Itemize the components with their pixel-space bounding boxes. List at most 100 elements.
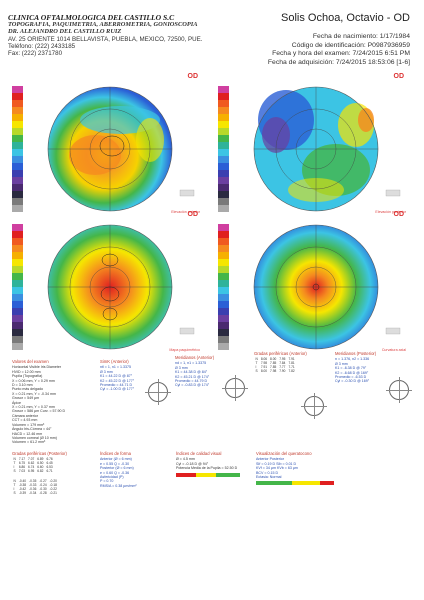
map-axial-curvature: OD Curvatura axial	[216, 211, 410, 356]
scale-segment	[12, 322, 23, 329]
panel-line: Anterior (Ø = 6 mm)	[100, 457, 132, 462]
topography-map	[253, 224, 401, 350]
panel-line: K2 = 45.21 D @ 174°	[175, 374, 210, 379]
bar-segment	[292, 481, 320, 486]
panel-line: X = 0.06 mm, Y = 0.29 mm	[12, 378, 55, 383]
scale-segment	[12, 294, 23, 301]
panel-line: Promedio = -6.53 D	[335, 375, 367, 380]
scale-segment	[218, 163, 229, 170]
panel-lines: n = 1.376, n2 = 1.336 Ø 3 mm K1 = -6.38 D …	[335, 357, 413, 383]
scale-segment	[12, 191, 23, 198]
panel-line: Cyl = -1.00 D @ 177°	[100, 387, 135, 392]
scale-segment	[218, 156, 229, 163]
scale-segment	[218, 142, 229, 149]
scale-segment	[12, 93, 23, 100]
scale-segment	[12, 308, 23, 315]
scale-segment	[12, 149, 23, 156]
color-scale	[12, 224, 23, 350]
scale-segment	[12, 205, 23, 212]
bar-segment	[216, 472, 240, 477]
panel-line: e = 0.60 Q = -0.36	[100, 470, 130, 475]
topography-map	[253, 86, 401, 212]
panel-line: nd = 1, n1 = 1.3375	[175, 361, 207, 366]
scale-segment	[12, 329, 23, 336]
scale-segment	[218, 184, 229, 191]
scale-segment	[12, 273, 23, 280]
panel-lines: Horizontal Visible Iris Diameter HVID = 1…	[12, 365, 94, 444]
panel-title: Valores del examen	[12, 359, 49, 364]
panel-line: Promedio = 44.79 D	[175, 379, 208, 384]
bar-segment	[320, 481, 334, 486]
panel-line: Ø = 4.5 mm	[176, 457, 195, 462]
map-eye-label: OD	[187, 73, 199, 80]
scale-segment	[218, 301, 229, 308]
keratoconus-bar	[256, 481, 376, 487]
asphericity-table: N -0.40 -0.35 -0.27 -0.20 T -0.38 -0.33 -0.24 -0…	[13, 479, 57, 496]
bar-segment	[256, 481, 292, 486]
scale-segment	[12, 121, 23, 128]
doctor-name: DR. ALEJANDRO DEL CASTILLO RUIZ	[8, 28, 122, 36]
scale-segment	[218, 191, 229, 198]
peripheral-table: N 8.06 8.00 7.95 7.91 T 7.98 7.85 7.84 7.81 I 7.9…	[255, 357, 295, 374]
scale-segment	[218, 114, 229, 121]
scale-segment	[12, 177, 23, 184]
scale-segment	[218, 343, 229, 350]
panel-line: X = 0.21 mm, Y = -0.34 mm	[12, 391, 57, 396]
visual-quality-panel: Índices de calidad visual Ø = 4.5 mm Cyl …	[176, 451, 252, 479]
panel-title: Índices de forma	[100, 451, 131, 456]
panel-line: K2 = 45.22 D @ 177°	[100, 378, 135, 383]
scale-segment	[12, 238, 23, 245]
panel-lines: Ø = 4.5 mm Cyl = -0.18 D @ 94° Potencia Me…	[176, 457, 252, 470]
clinic-fax: Fax: (222) 2371780	[8, 50, 63, 58]
scale-segment	[218, 170, 229, 177]
panel-line: Volumen = 179 mm³	[12, 422, 45, 427]
panel-line: Cyl = -0.18 D @ 94°	[176, 461, 209, 466]
panel-line: K1 = 44.22 D @ 87°	[100, 374, 133, 379]
scale-segment	[12, 107, 23, 114]
scale-segment	[218, 238, 229, 245]
scale-segment	[12, 252, 23, 259]
panel-line: HACD = 12.46 mm	[12, 431, 43, 436]
scale-segment	[12, 266, 23, 273]
panel-line: Ectasia: Normal	[256, 475, 282, 480]
quality-bar	[176, 472, 252, 479]
panel-line: K2 = -6.68 D @ 169°	[335, 370, 369, 375]
scale-segment	[218, 329, 229, 336]
scale-segment	[12, 156, 23, 163]
panel-line: Cyl = -0.30 D @ 169°	[335, 379, 370, 384]
scale-segment	[218, 224, 229, 231]
panel-line: ntl = 1, n1 = 1.3375	[100, 365, 131, 370]
scale-segment	[218, 86, 229, 93]
panel-line: Volumen corneal (Ø 10 mm)	[12, 435, 57, 440]
keratoconus-panel: Visualización del queratocono Anterior P…	[256, 451, 376, 487]
patient-header: Solis Ochoa, Octavio - OD Fecha de nacim…	[210, 12, 410, 67]
panel-line: Grosor = 549 µm	[12, 396, 40, 401]
acquisition-date: Fecha de adquisición: 7/24/2015 18:53:06…	[267, 58, 410, 66]
panel-line: Ø 3 mm	[335, 361, 348, 366]
panel-line: Cámara anterior	[12, 413, 38, 418]
scale-segment	[218, 280, 229, 287]
scale-segment	[12, 100, 23, 107]
scale-segment	[12, 343, 23, 350]
panel-lines: nd = 1, n1 = 1.3375 Ø 3 mm K1 = 44.38 D @ …	[175, 361, 247, 387]
scale-segment	[218, 198, 229, 205]
panel-line: Posterior (Ø = 6 mm)	[100, 466, 134, 471]
panel-line: Asfericidad (P)	[100, 475, 124, 480]
panel-lines: Anterior Posterior SIf = 0.19 D SIb = 0.0…	[256, 457, 376, 479]
patient-id: Código de identificación: P0987936959	[291, 41, 410, 49]
panel-line: Grosor = 586 µm Curv. = 57.90 D	[12, 409, 66, 414]
panel-lines: Anterior (Ø = 6 mm) e = 0.55 Q = -0.30 Pos…	[100, 457, 176, 488]
scale-segment	[218, 287, 229, 294]
scale-segment	[12, 280, 23, 287]
scale-segment	[218, 245, 229, 252]
scale-segment	[12, 315, 23, 322]
color-scale	[218, 224, 229, 350]
map-caption: Curvatura axial	[381, 348, 406, 352]
scale-segment	[218, 121, 229, 128]
clinic-name: CLINICA OFTALMOLOGICA DEL CASTILLO S.C	[8, 13, 175, 22]
scale-segment	[218, 231, 229, 238]
panel-title: SimK (Anterior)	[100, 359, 129, 364]
panel-line: CCT = 4.93 mm	[12, 418, 38, 423]
scale-segment	[12, 170, 23, 177]
shape-indices-panel: Índices de forma Anterior (Ø = 6 mm) e = …	[100, 451, 176, 488]
